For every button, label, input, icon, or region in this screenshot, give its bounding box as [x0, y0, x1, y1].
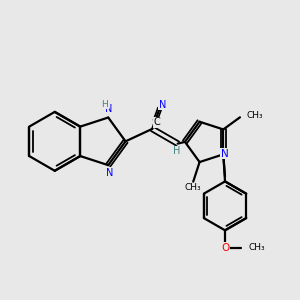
Text: CH₃: CH₃ [246, 111, 263, 120]
Text: H: H [173, 146, 181, 156]
Text: H: H [101, 100, 108, 109]
Text: N: N [159, 100, 166, 110]
Text: CH₃: CH₃ [185, 183, 202, 192]
Text: C: C [154, 117, 160, 127]
Text: O: O [221, 243, 229, 253]
Text: N: N [106, 168, 114, 178]
Text: N: N [105, 104, 112, 114]
Text: CH₃: CH₃ [249, 243, 266, 252]
Text: N: N [221, 149, 229, 159]
